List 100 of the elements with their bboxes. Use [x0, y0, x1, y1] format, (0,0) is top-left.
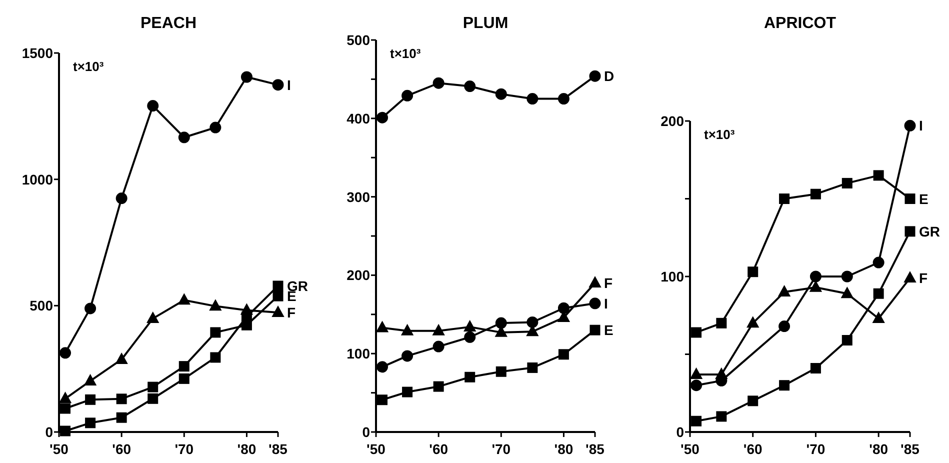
point	[526, 93, 538, 105]
point	[716, 318, 727, 328]
point	[746, 316, 759, 328]
point	[376, 112, 388, 124]
x-tick-label: '85	[586, 441, 605, 457]
point	[558, 349, 569, 360]
point	[810, 362, 821, 374]
y-tick-label: 0	[45, 424, 54, 440]
y-tick-label: 0	[676, 424, 684, 440]
point	[778, 320, 790, 332]
series-label: F	[919, 270, 928, 286]
x-tick-label: '85	[268, 441, 288, 457]
point	[272, 306, 284, 317]
point	[748, 266, 758, 278]
point	[589, 298, 601, 310]
point	[116, 412, 127, 423]
point	[904, 226, 916, 237]
x-tick-label: '70	[174, 441, 194, 457]
x-tick-label: '50	[50, 441, 69, 457]
point	[904, 194, 916, 204]
point	[272, 79, 284, 91]
point	[810, 188, 821, 200]
point	[116, 394, 127, 404]
point	[377, 394, 388, 406]
point	[873, 288, 884, 299]
point	[464, 320, 476, 332]
y-axis-title: t×10³	[390, 46, 422, 61]
point	[60, 347, 72, 359]
point	[240, 304, 253, 315]
point	[495, 317, 507, 329]
point	[146, 312, 159, 324]
point	[210, 122, 222, 134]
x-tick-label: '85	[900, 441, 920, 457]
point	[116, 352, 128, 364]
y-tick-label: 1500	[22, 45, 54, 61]
point	[402, 90, 414, 102]
point	[526, 316, 538, 328]
x-tick-label: '60	[112, 441, 132, 457]
point	[589, 70, 601, 82]
point	[432, 324, 445, 336]
point	[85, 418, 96, 428]
series-label: D	[604, 68, 614, 84]
point	[402, 350, 414, 362]
series-label: E	[919, 190, 928, 207]
point	[401, 324, 414, 336]
point	[779, 194, 790, 204]
y-tick-label: 100	[660, 268, 684, 284]
point	[872, 256, 884, 268]
point	[59, 392, 72, 404]
point	[841, 270, 853, 282]
series-label: F	[287, 304, 296, 320]
y-axis-title: t×10³	[73, 59, 104, 74]
point	[810, 280, 822, 292]
point	[778, 286, 790, 297]
y-axis-title: t×10³	[704, 127, 736, 142]
series-label: I	[919, 118, 923, 134]
point	[464, 331, 476, 343]
point	[716, 411, 727, 422]
point	[464, 80, 476, 92]
y-tick-label: 300	[346, 188, 370, 205]
point	[148, 382, 158, 392]
series-label: E	[604, 322, 614, 338]
point	[376, 321, 388, 332]
point	[590, 324, 600, 336]
x-tick-label: '70	[806, 441, 826, 457]
point	[691, 327, 702, 338]
y-tick-label: 200	[660, 113, 684, 129]
chart-title: PEACH	[140, 15, 197, 32]
y-tick-label: 500	[346, 32, 370, 48]
x-tick-label: '60	[743, 441, 763, 457]
point	[558, 93, 570, 105]
point	[810, 270, 822, 282]
point	[715, 368, 728, 379]
point	[690, 380, 702, 392]
y-tick-label: 0	[362, 424, 370, 440]
chart-title: APRICOT	[764, 15, 836, 32]
point	[376, 361, 388, 373]
point	[872, 312, 885, 323]
point	[241, 320, 252, 330]
series-label: F	[604, 275, 613, 292]
y-tick-label: 200	[346, 267, 370, 284]
chart-title: PLUM	[462, 15, 508, 32]
point	[841, 287, 854, 298]
x-tick-label: '80	[237, 441, 256, 457]
x-tick-label: '80	[869, 441, 888, 457]
point	[842, 178, 852, 188]
point	[148, 393, 158, 404]
point	[842, 335, 852, 346]
point	[589, 276, 601, 288]
y-tick-label: 500	[30, 298, 54, 314]
point	[558, 302, 570, 314]
point	[904, 120, 916, 132]
point	[496, 366, 506, 377]
point	[779, 380, 790, 391]
point	[691, 416, 702, 426]
point	[464, 372, 476, 382]
point	[432, 340, 444, 352]
point	[272, 290, 284, 302]
point	[210, 352, 221, 363]
point	[178, 294, 190, 305]
